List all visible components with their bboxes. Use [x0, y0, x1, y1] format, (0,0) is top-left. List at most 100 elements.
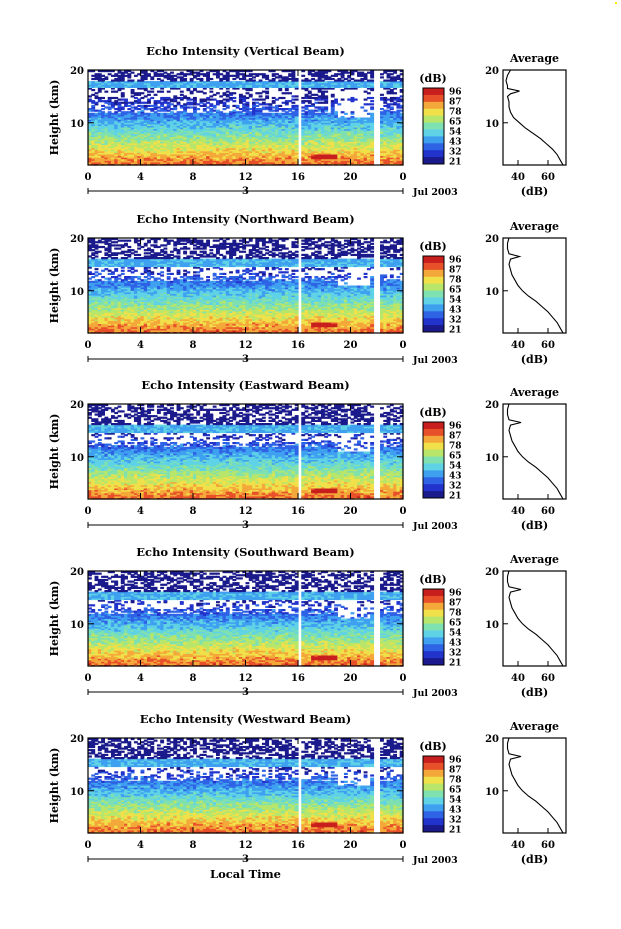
- heatmap-cell: [156, 128, 161, 131]
- heatmap-cell: [137, 87, 142, 90]
- heatmap-cell: [275, 146, 279, 149]
- heatmap-cell: [248, 161, 253, 165]
- heatmap-cell: [153, 161, 158, 165]
- heatmap-cell: [242, 141, 247, 144]
- heatmap-cell: [170, 125, 174, 128]
- heatmap-cell: [143, 119, 148, 122]
- heatmap-cell: [173, 153, 178, 157]
- heatmap-cell: [265, 112, 270, 115]
- heatmap-cell: [133, 96, 138, 100]
- heatmap-cell: [232, 160, 237, 163]
- heatmap-cell: [225, 73, 230, 76]
- heatmap-cell: [88, 117, 92, 120]
- heatmap-cell: [124, 158, 128, 161]
- heatmap-cell: [268, 134, 273, 138]
- heatmap-cell: [160, 74, 165, 77]
- heatmap-cell: [229, 81, 233, 84]
- heatmap-cell: [143, 125, 148, 128]
- heatmap-cell: [163, 142, 168, 146]
- heatmap-cell: [110, 87, 115, 90]
- heatmap-cell: [156, 155, 161, 158]
- heatmap-cell: [166, 114, 171, 117]
- heatmap-cell: [124, 82, 128, 85]
- heatmap-cell: [114, 155, 119, 158]
- heatmap-cell: [275, 85, 279, 89]
- heatmap-cell: [271, 114, 276, 117]
- heatmap-cell: [235, 133, 240, 136]
- heatmap-cell: [150, 87, 155, 90]
- heatmap-cell: [130, 90, 135, 93]
- heatmap-cell: [238, 82, 243, 85]
- heatmap-cell: [193, 155, 197, 158]
- heatmap-cell: [179, 136, 184, 139]
- heatmap-cell: [94, 84, 99, 87]
- heatmap-cell: [193, 103, 197, 106]
- heatmap-cell: [166, 161, 171, 165]
- heatmap-cell: [222, 142, 227, 146]
- heatmap-cell: [101, 134, 106, 138]
- heatmap-cell: [107, 150, 112, 153]
- heatmap-cell: [104, 127, 109, 130]
- heatmap-cell: [206, 133, 211, 136]
- heatmap-cell: [294, 111, 299, 114]
- heatmap-cell: [176, 103, 181, 106]
- heatmap-cell: [101, 96, 106, 100]
- heatmap-cell: [248, 81, 253, 84]
- heatmap-cell: [232, 157, 237, 160]
- heatmap-cell: [133, 74, 138, 77]
- heatmap-cell: [248, 82, 253, 85]
- heatmap-cell: [147, 114, 151, 117]
- heatmap-cell: [209, 104, 214, 108]
- heatmap-cell: [258, 117, 263, 120]
- heatmap-cell: [101, 160, 106, 163]
- heatmap-cell: [215, 81, 220, 84]
- heatmap-cell: [222, 104, 227, 108]
- heatmap-cell: [120, 153, 125, 157]
- heatmap-cell: [248, 77, 253, 81]
- heatmap-cell: [117, 136, 122, 139]
- heatmap-cell: [209, 149, 214, 152]
- heatmap-cell: [110, 142, 115, 146]
- heatmap-cell: [206, 158, 211, 161]
- heatmap-cell: [278, 147, 283, 150]
- heatmap-cell: [88, 122, 92, 125]
- heatmap-cell: [252, 158, 256, 161]
- heatmap-cell: [242, 139, 247, 142]
- heatmap-cell: [294, 158, 299, 161]
- heatmap-cell: [281, 160, 286, 163]
- heatmap-cell: [229, 157, 233, 160]
- heatmap-cell: [114, 134, 119, 138]
- heatmap-cell: [196, 81, 201, 84]
- heatmap-cell: [193, 96, 197, 100]
- heatmap-cell: [209, 161, 214, 165]
- heatmap-cell: [261, 147, 266, 150]
- heatmap-cell: [238, 108, 243, 111]
- heatmap-cell: [91, 144, 96, 147]
- heatmap-cell: [140, 112, 145, 115]
- heatmap-cell: [255, 108, 260, 111]
- heatmap-cell: [94, 82, 99, 85]
- heatmap-cell: [193, 82, 197, 85]
- heatmap-cell: [225, 84, 230, 87]
- heatmap-cell: [258, 120, 263, 123]
- heatmap-cell: [252, 157, 256, 160]
- heatmap-cell: [97, 85, 102, 89]
- heatmap-cell: [104, 134, 109, 138]
- heatmap-cell: [179, 112, 184, 115]
- heatmap-cell: [284, 138, 289, 141]
- heatmap-cell: [107, 131, 112, 134]
- heatmap-cell: [268, 160, 273, 163]
- heatmap-cell: [225, 142, 230, 146]
- heatmap-cell: [229, 122, 233, 125]
- heatmap-cell: [291, 98, 296, 101]
- heatmap-cell: [133, 119, 138, 122]
- heatmap-cell: [91, 70, 96, 73]
- heatmap-cell: [143, 120, 148, 123]
- heatmap-cell: [186, 103, 191, 106]
- heatmap-cell: [130, 92, 135, 95]
- heatmap-cell: [294, 141, 299, 144]
- heatmap-cell: [284, 84, 289, 87]
- heatmap-cell: [229, 141, 233, 144]
- heatmap-cell: [196, 119, 201, 122]
- heatmap-cell: [173, 114, 178, 117]
